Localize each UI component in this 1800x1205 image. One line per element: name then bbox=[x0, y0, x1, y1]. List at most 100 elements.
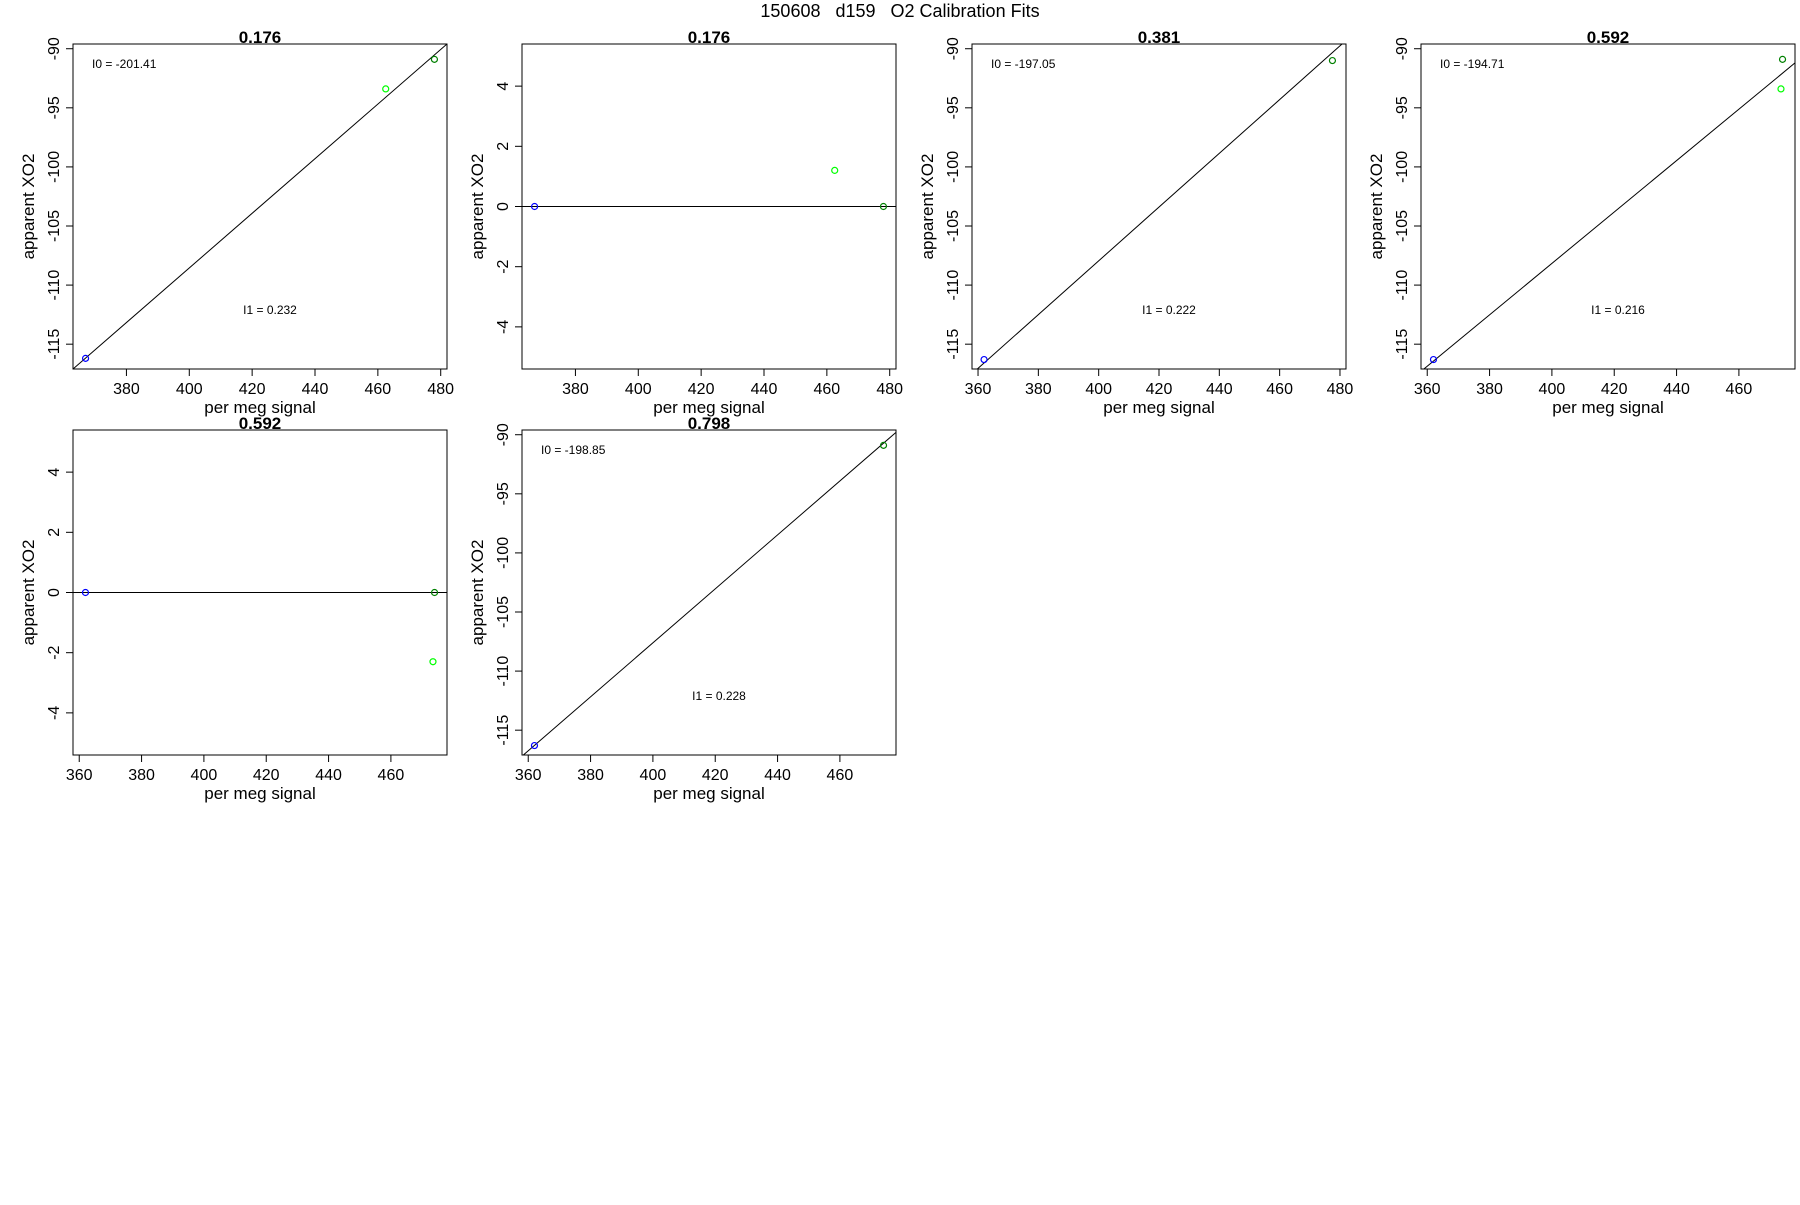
x-tick-label: 420 bbox=[1146, 381, 1173, 398]
y-tick-label: -95 bbox=[495, 482, 512, 505]
x-tick-label: 420 bbox=[688, 381, 715, 398]
data-point bbox=[1777, 85, 1785, 93]
data-point bbox=[1778, 55, 1787, 63]
x-axis-label: per meg signal bbox=[204, 784, 316, 803]
y-axis-label: apparent XO2 bbox=[468, 154, 487, 260]
y-tick-label: -95 bbox=[945, 96, 962, 119]
fit-annotation: I1 = 0.216 bbox=[1591, 303, 1645, 317]
data-point bbox=[530, 741, 539, 750]
y-axis-label: apparent XO2 bbox=[1367, 154, 1386, 260]
x-tick-label: 460 bbox=[1726, 381, 1753, 398]
y-axis-label: apparent XO2 bbox=[19, 540, 38, 646]
y-tick-label: -100 bbox=[495, 537, 512, 569]
fit-annotation: I0 = -198.85 bbox=[541, 443, 606, 457]
panel-title: 0.592 bbox=[239, 414, 282, 433]
y-tick-label: -115 bbox=[945, 329, 962, 360]
x-axis-label: per meg signal bbox=[653, 398, 765, 417]
x-tick-label: 460 bbox=[1266, 381, 1293, 398]
x-tick-label: 420 bbox=[239, 381, 266, 398]
x-tick-label: 440 bbox=[1663, 381, 1690, 398]
x-tick-label: 360 bbox=[1414, 381, 1441, 398]
y-tick-label: -110 bbox=[1394, 270, 1411, 301]
x-tick-label: 380 bbox=[1025, 381, 1052, 398]
chart-panel: 0.592 360 380 400 420 440 460 -90 -95 -100 -105 -11… bbox=[1367, 28, 1796, 417]
data-point bbox=[980, 355, 988, 364]
x-tick-label: 400 bbox=[191, 767, 218, 784]
x-tick-label: 440 bbox=[764, 767, 791, 784]
x-tick-label: 440 bbox=[751, 381, 778, 398]
y-tick-label: 0 bbox=[495, 202, 512, 211]
y-tick-label: -90 bbox=[1394, 37, 1411, 60]
x-tick-label: 380 bbox=[113, 381, 140, 398]
y-tick-label: -90 bbox=[495, 423, 512, 446]
panel-title: 0.592 bbox=[1587, 28, 1630, 47]
x-tick-label: 380 bbox=[562, 381, 589, 398]
x-axis-label: per meg signal bbox=[1552, 398, 1664, 417]
y-tick-label: -95 bbox=[46, 96, 63, 119]
panel-title: 0.176 bbox=[688, 28, 731, 47]
x-tick-label: 460 bbox=[365, 381, 392, 398]
y-tick-label: -115 bbox=[1394, 329, 1411, 360]
y-axis-label: apparent XO2 bbox=[468, 540, 487, 646]
x-axis-label: per meg signal bbox=[204, 398, 316, 417]
chart-panel: 0.592 360 380 400 420 440 460 -4 -2 0 2 4 per meg si… bbox=[19, 414, 448, 803]
x-tick-label: 380 bbox=[128, 767, 155, 784]
y-tick-label: -100 bbox=[1394, 151, 1411, 183]
y-tick-label: -105 bbox=[495, 596, 512, 628]
x-axis-label: per meg signal bbox=[1103, 398, 1215, 417]
data-point bbox=[81, 588, 90, 597]
data-point bbox=[530, 202, 539, 211]
y-axis-label: apparent XO2 bbox=[918, 154, 937, 260]
panel-title: 0.798 bbox=[688, 414, 731, 433]
chart-panel: 0.381 360 380 400 420 440 460 480 -90 -95 -100 -105… bbox=[918, 28, 1353, 417]
x-tick-label: 400 bbox=[640, 767, 667, 784]
y-tick-label: -105 bbox=[46, 210, 63, 242]
fit-annotation: I1 = 0.228 bbox=[692, 689, 746, 703]
x-tick-label: 480 bbox=[427, 381, 454, 398]
y-tick-label: -2 bbox=[46, 645, 63, 659]
fit-line bbox=[976, 44, 1343, 369]
x-tick-label: 400 bbox=[625, 381, 652, 398]
y-tick-label: -110 bbox=[945, 270, 962, 301]
fit-annotation: I0 = -197.05 bbox=[991, 57, 1056, 71]
y-tick-label: -115 bbox=[46, 329, 63, 360]
x-tick-label: 460 bbox=[827, 767, 854, 784]
x-tick-label: 360 bbox=[66, 767, 93, 784]
y-tick-label: 4 bbox=[46, 468, 63, 477]
x-tick-label: 460 bbox=[378, 767, 405, 784]
x-tick-label: 400 bbox=[176, 381, 203, 398]
x-tick-label: 360 bbox=[965, 381, 992, 398]
plot-frame bbox=[521, 429, 897, 756]
data-point bbox=[879, 202, 888, 211]
data-point bbox=[429, 658, 437, 666]
figure-title: 150608 d159 O2 Calibration Fits bbox=[760, 1, 1040, 21]
fit-annotation: I0 = -194.71 bbox=[1440, 57, 1505, 71]
data-point bbox=[81, 354, 90, 362]
y-axis-label: apparent XO2 bbox=[19, 154, 38, 260]
y-tick-label: -95 bbox=[1394, 96, 1411, 119]
data-point bbox=[1328, 56, 1337, 65]
plot-frame bbox=[1420, 43, 1796, 370]
y-tick-label: -4 bbox=[46, 706, 63, 720]
x-tick-label: 380 bbox=[577, 767, 604, 784]
fit-annotation: I1 = 0.222 bbox=[1142, 303, 1196, 317]
x-axis-label: per meg signal bbox=[653, 784, 765, 803]
y-tick-label: -2 bbox=[495, 259, 512, 273]
fit-line bbox=[1423, 62, 1795, 369]
y-tick-label: -110 bbox=[46, 270, 63, 301]
y-tick-label: -100 bbox=[46, 151, 63, 183]
data-point bbox=[879, 441, 888, 449]
x-tick-label: 440 bbox=[315, 767, 342, 784]
x-tick-label: 360 bbox=[515, 767, 542, 784]
x-tick-label: 400 bbox=[1085, 381, 1112, 398]
y-tick-label: 2 bbox=[46, 528, 63, 537]
y-tick-label: -105 bbox=[945, 210, 962, 242]
y-tick-label: 0 bbox=[46, 588, 63, 597]
fit-annotation: I0 = -201.41 bbox=[92, 57, 157, 71]
y-tick-label: -4 bbox=[495, 320, 512, 334]
chart-panel: 0.798 360 380 400 420 440 460 -90 -95 -100 -105 -11… bbox=[468, 414, 897, 803]
y-tick-label: 2 bbox=[495, 142, 512, 151]
y-tick-label: -90 bbox=[46, 37, 63, 60]
